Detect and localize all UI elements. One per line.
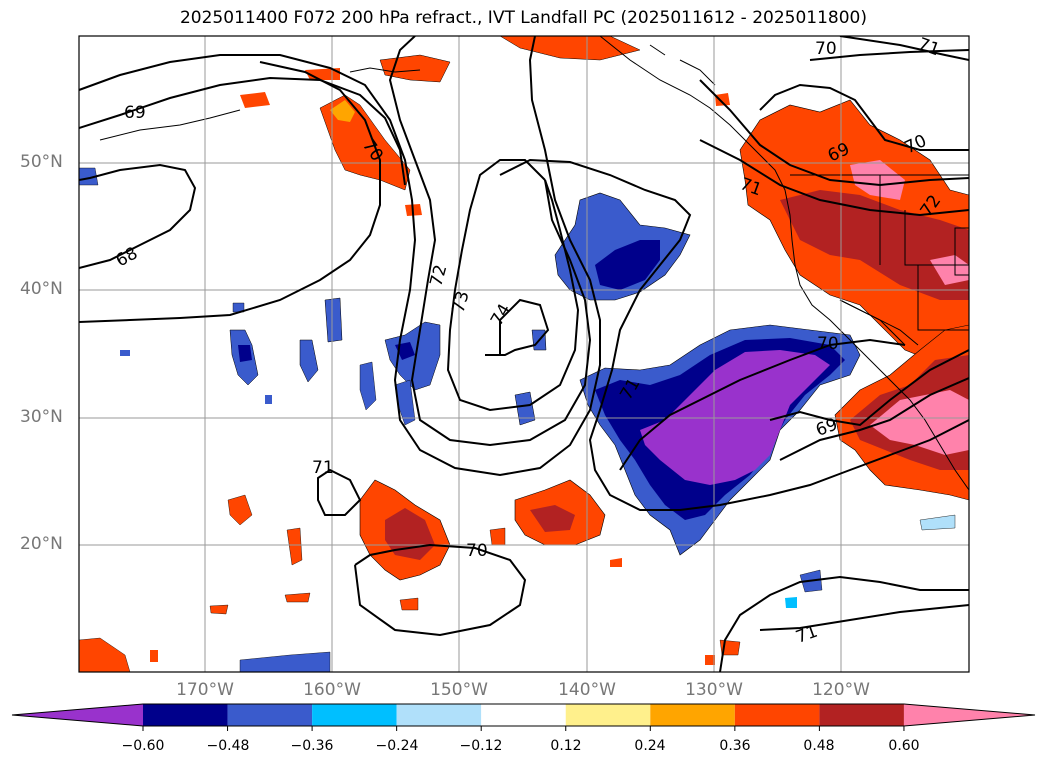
lon-label-170w: 170°W bbox=[176, 680, 234, 700]
contour-label: 70 bbox=[817, 334, 839, 354]
lat-label-30n: 30°N bbox=[20, 407, 63, 427]
colorbar-tick-label: 0.12 bbox=[550, 738, 582, 754]
colorbar-tick-label: 0.36 bbox=[719, 738, 751, 754]
colorbar-segment bbox=[143, 704, 228, 726]
lat-label-40n: 40°N bbox=[20, 279, 63, 299]
colorbar-segment bbox=[565, 704, 651, 726]
colorbar-segment bbox=[650, 704, 735, 726]
lon-label-150w: 150°W bbox=[430, 680, 488, 700]
colorbar-tick-label: −0.24 bbox=[375, 738, 419, 754]
lon-label-130w: 130°W bbox=[685, 680, 743, 700]
negative-anomaly-fill bbox=[79, 167, 956, 672]
colorbar-segment bbox=[227, 704, 313, 726]
colorbar-segment bbox=[481, 704, 566, 726]
map-frame bbox=[78, 35, 970, 673]
positive-anomaly-fill bbox=[79, 36, 969, 672]
colorbar-segment bbox=[819, 704, 904, 726]
colorbar-tick-label: −0.60 bbox=[121, 738, 165, 754]
contour-label: 71 bbox=[312, 458, 334, 478]
lon-label-140w: 140°W bbox=[558, 680, 616, 700]
colorbar-segment bbox=[12, 704, 143, 726]
colorbar-segment bbox=[396, 704, 482, 726]
map-title: 2025011400 F072 200 hPa refract., IVT La… bbox=[179, 8, 867, 28]
lat-label-50n: 50°N bbox=[20, 152, 63, 172]
colorbar bbox=[11, 703, 1036, 731]
colorbar-segment bbox=[312, 704, 397, 726]
colorbar-tick-label: −0.12 bbox=[459, 738, 503, 754]
colorbar-tick-label: 0.24 bbox=[634, 738, 666, 754]
contour-label: 70 bbox=[466, 541, 488, 561]
gridlines bbox=[79, 36, 969, 672]
map-panel: 69 68 70 72 73 74 71 71 70 70 71 69 70 7… bbox=[79, 36, 969, 672]
coastlines bbox=[99, 36, 969, 491]
colorbar-segment bbox=[903, 704, 1035, 726]
colorbar-tick-label: −0.48 bbox=[206, 738, 250, 754]
contour-label: 70 bbox=[815, 39, 837, 59]
refractivity-contours bbox=[79, 36, 969, 672]
lon-label-120w: 120°W bbox=[812, 680, 870, 700]
lon-label-160w: 160°W bbox=[303, 680, 361, 700]
lat-label-20n: 20°N bbox=[20, 534, 63, 554]
contour-label: 69 bbox=[124, 103, 146, 123]
colorbar-tick-label: 0.48 bbox=[803, 738, 835, 754]
colorbar-segment bbox=[734, 704, 820, 726]
colorbar-tick-label: 0.60 bbox=[888, 738, 920, 754]
colorbar-tick-label: −0.36 bbox=[290, 738, 334, 754]
